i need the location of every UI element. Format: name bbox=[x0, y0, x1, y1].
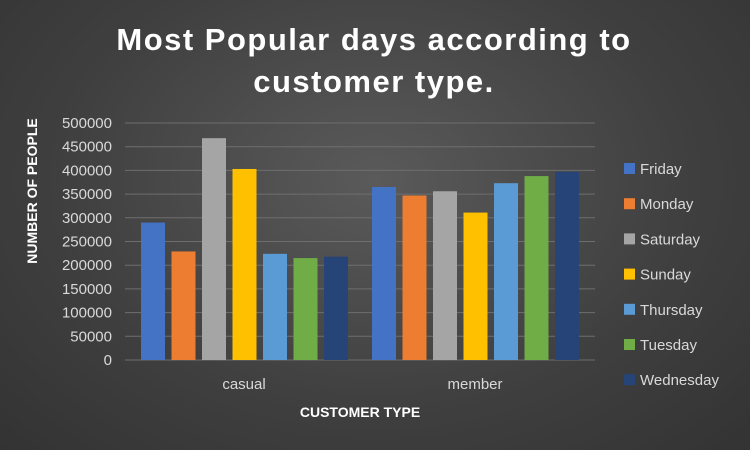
y-tick-label: 100000 bbox=[62, 305, 112, 322]
legend-item-friday: Friday bbox=[624, 161, 682, 178]
y-tick-label: 250000 bbox=[62, 234, 112, 251]
category-label-casual: casual bbox=[222, 376, 265, 393]
legend-label: Friday bbox=[640, 161, 682, 178]
legend-item-thursday: Thursday bbox=[624, 302, 703, 319]
x-axis-title: CUSTOMER TYPE bbox=[300, 404, 420, 420]
legend-swatch bbox=[624, 163, 635, 174]
legend-label: Sunday bbox=[640, 267, 691, 284]
y-tick-label: 450000 bbox=[62, 139, 112, 156]
category-label-member: member bbox=[447, 376, 502, 393]
y-tick-label: 300000 bbox=[62, 210, 112, 227]
bar-member-monday bbox=[402, 195, 427, 360]
bar-casual-tuesday bbox=[293, 258, 318, 360]
legend-item-saturday: Saturday bbox=[624, 231, 701, 248]
bars bbox=[141, 138, 579, 360]
y-tick-label: 400000 bbox=[62, 162, 112, 179]
legend-item-sunday: Sunday bbox=[624, 267, 691, 284]
chart-title-line-2: customer type. bbox=[253, 64, 495, 99]
legend-swatch bbox=[624, 339, 635, 350]
legend-swatch bbox=[624, 233, 635, 245]
legend-label: Thursday bbox=[640, 302, 703, 319]
bar-casual-thursday bbox=[263, 253, 287, 360]
bar-member-friday bbox=[372, 186, 396, 360]
legend-label: Monday bbox=[640, 196, 694, 213]
y-tick-label: 150000 bbox=[62, 281, 112, 298]
legend-item-monday: Monday bbox=[624, 196, 694, 213]
legend-item-tuesday: Tuesday bbox=[624, 337, 697, 354]
y-tick-labels: 0 50000 100000 150000 200000 250000 300000 3500… bbox=[62, 115, 112, 369]
chart-title-line-1: Most Popular days according to bbox=[116, 22, 631, 57]
y-axis-title: NUMBER OF PEOPLE bbox=[24, 118, 40, 263]
bar-member-thursday bbox=[494, 183, 518, 360]
legend-swatch bbox=[624, 303, 635, 315]
bar-member-tuesday bbox=[524, 176, 549, 360]
y-tick-label: 50000 bbox=[70, 328, 112, 345]
legend-item-wednesday: Wednesday bbox=[624, 372, 719, 389]
bar-casual-friday bbox=[141, 222, 165, 360]
bar-casual-saturday bbox=[202, 138, 226, 360]
bar-casual-wednesday bbox=[324, 256, 348, 360]
legend-label: Saturday bbox=[640, 231, 701, 248]
legend: Friday Monday Saturday Sunday Thursday Tuesda… bbox=[624, 161, 719, 389]
legend-label: Tuesday bbox=[640, 337, 697, 354]
bar-casual-sunday bbox=[232, 168, 257, 360]
y-tick-label: 350000 bbox=[62, 186, 112, 203]
y-tick-label: 200000 bbox=[62, 257, 112, 274]
y-tick-label: 0 bbox=[104, 352, 112, 369]
y-tick-label: 500000 bbox=[62, 115, 112, 132]
bar-casual-monday bbox=[171, 251, 196, 360]
bar-member-saturday bbox=[433, 191, 457, 360]
bar-member-wednesday bbox=[555, 171, 579, 360]
legend-swatch bbox=[624, 374, 635, 386]
category-labels: casual member bbox=[222, 376, 502, 393]
legend-label: Wednesday bbox=[640, 372, 719, 389]
bar-member-sunday bbox=[463, 212, 488, 360]
legend-swatch bbox=[624, 198, 635, 210]
legend-swatch bbox=[624, 268, 635, 280]
